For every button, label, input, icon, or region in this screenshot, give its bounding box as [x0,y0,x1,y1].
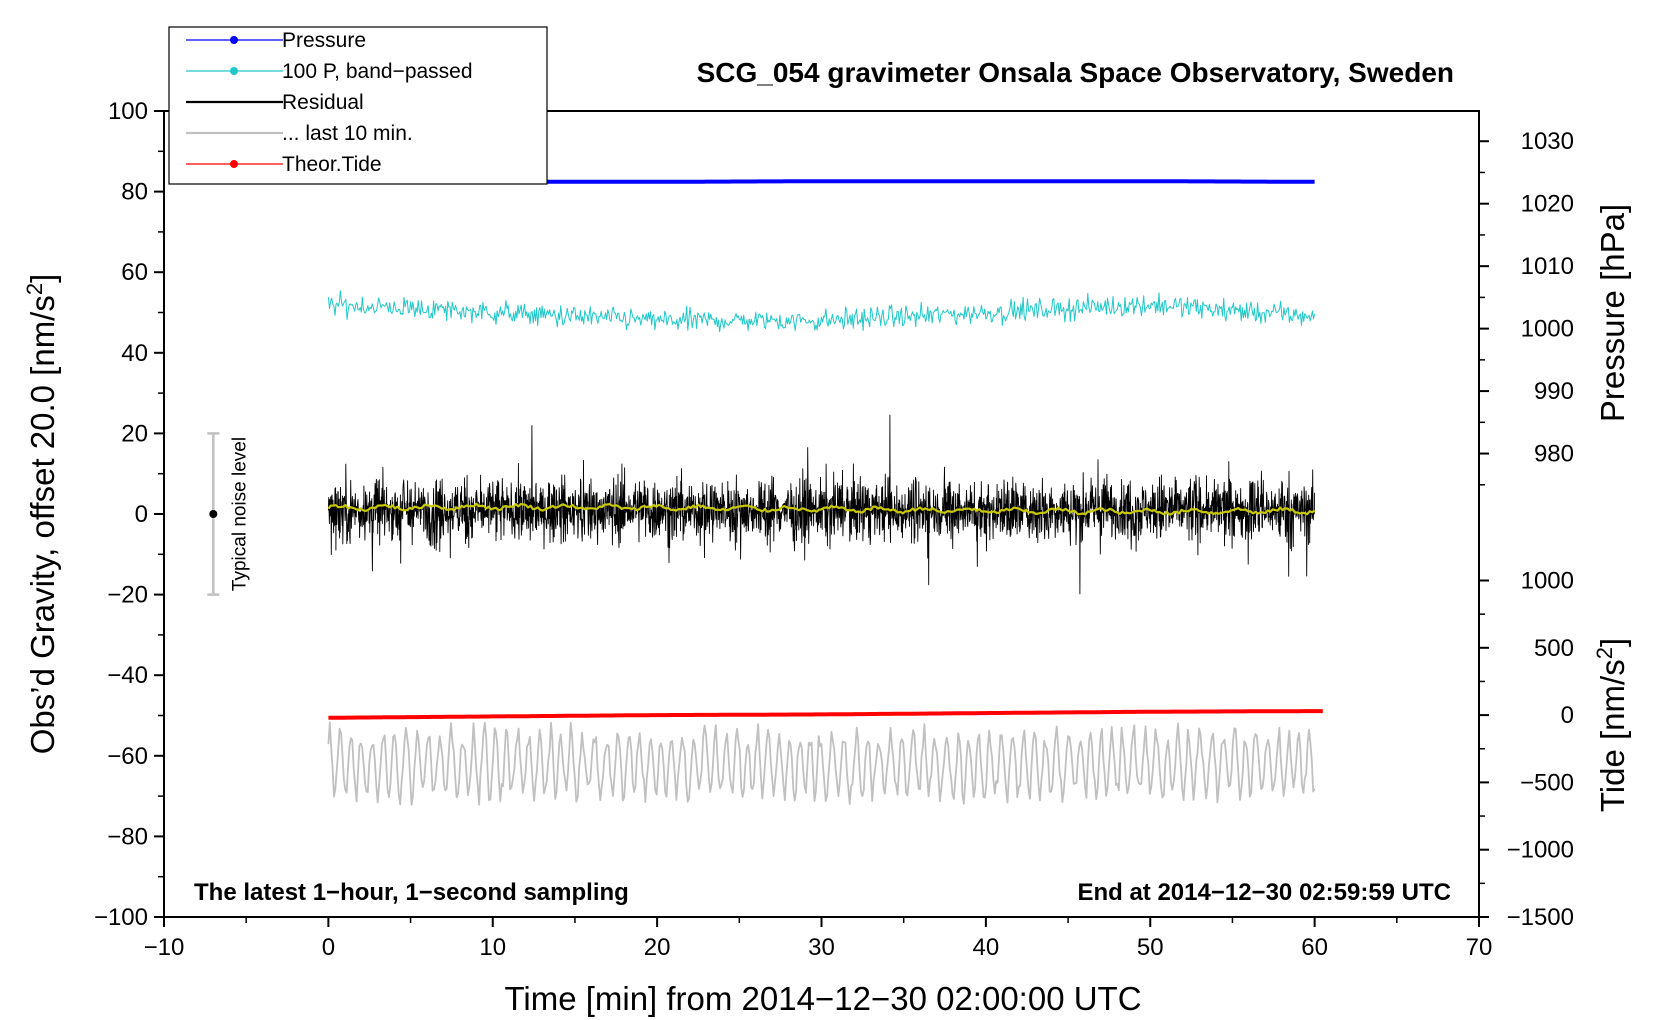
y-tick-label: −60 [107,743,148,770]
legend-entries: Pressure 100 P, band−passed Residual ... la… [186,29,473,176]
pressure-axis-title: Pressure [hPa] [1594,204,1631,422]
y-tick-label: −40 [107,662,148,689]
y-axis-left: −100 −80 −60 −40 −20 0 20 40 60 80 100 [94,98,164,931]
plot-title: SCG_054 gravimeter Onsala Space Observat… [697,57,1454,88]
legend-marker [230,160,238,168]
legend-label: Theor.Tide [282,153,382,176]
y-tick-label: 100 [108,98,148,125]
pressure-tick-label: 1030 [1521,128,1574,155]
x-tick-label: 50 [1137,934,1164,961]
y-tick-label: 80 [121,179,148,206]
legend-label: Pressure [282,29,366,52]
x-tick-label: 40 [973,934,1000,961]
legend-label: ... last 10 min. [282,122,413,145]
x-tick-label: 0 [322,934,335,961]
legend-box [168,26,548,185]
tide-axis-title-main: Tide [nm/s [1594,659,1631,812]
tide-tick-label: −1500 [1507,904,1574,931]
x-axis-title: Time [min] from 2014−12−30 02:00:00 UTC [504,980,1141,1017]
x-tick-label: 60 [1301,934,1328,961]
y-axis-title-main: Obs’d Gravity, offset 20.0 [nm/s [24,295,61,754]
tide-tick-label: −1000 [1507,837,1574,864]
pressure-tick-label: 1000 [1521,316,1574,343]
tide-tick-label: 500 [1534,635,1574,662]
x-tick-label: 30 [808,934,835,961]
x-axis: −10 0 10 20 30 40 50 60 70 [144,917,1493,961]
tide-axis-title-suffix: ] [1594,638,1631,647]
y-tick-label: 60 [121,259,148,286]
legend-label: Residual [282,91,364,114]
y-tick-label: −100 [94,904,148,931]
pressure-tick-label: 1010 [1521,253,1574,280]
series-line-bandpassed [327,290,1316,333]
y-tick-label: −20 [107,582,148,609]
y-tick-label: 0 [135,501,148,528]
legend: Pressure 100 P, band−passed Residual ... la… [168,26,548,185]
x-tick-label: 10 [479,934,506,961]
tide-tick-label: −500 [1520,769,1574,796]
y-tick-label: 20 [121,420,148,447]
y-axis-pressure: 980 990 1000 1010 1020 1030 [1479,128,1574,486]
legend-marker [230,67,238,75]
series-line-tide [328,709,1323,720]
x-tick-label: 70 [1466,934,1493,961]
y-axis-title-sup: 2 [22,283,47,295]
tide-axis-title: Tide [nm/s2] [1592,638,1631,812]
noise-bar-center-dot [209,510,218,518]
pressure-tick-label: 1020 [1521,191,1574,218]
annotation-bottom-right: End at 2014−12−30 02:59:59 UTC [1077,879,1451,906]
y-axis-tide: −1500 −1000 −500 0 500 1000 [1479,567,1574,931]
x-tick-label: 20 [644,934,671,961]
noise-level-indicator: Typical noise level [207,432,250,596]
legend-label: 100 P, band−passed [282,60,473,83]
tide-tick-label: 0 [1561,702,1574,729]
tide-axis-title-sup: 2 [1592,647,1617,659]
pressure-tick-label: 990 [1534,378,1574,405]
tide-tick-label: 1000 [1521,567,1574,594]
y-axis-title-suffix: ] [24,274,61,283]
x-tick-label: −10 [144,934,185,961]
annotation-bottom-left: The latest 1−hour, 1−second sampling [194,879,629,906]
series-line-residual [327,414,1316,595]
series-line-residual-smoothed [327,502,1316,516]
pressure-tick-label: 980 [1534,441,1574,468]
noise-level-label: Typical noise level [229,437,250,591]
y-tick-label: 40 [121,340,148,367]
legend-marker [230,36,238,44]
y-axis-title: Obs’d Gravity, offset 20.0 [nm/s2] [22,274,61,755]
y-tick-label: −80 [107,823,148,850]
series-line-last-10-min [327,721,1316,806]
